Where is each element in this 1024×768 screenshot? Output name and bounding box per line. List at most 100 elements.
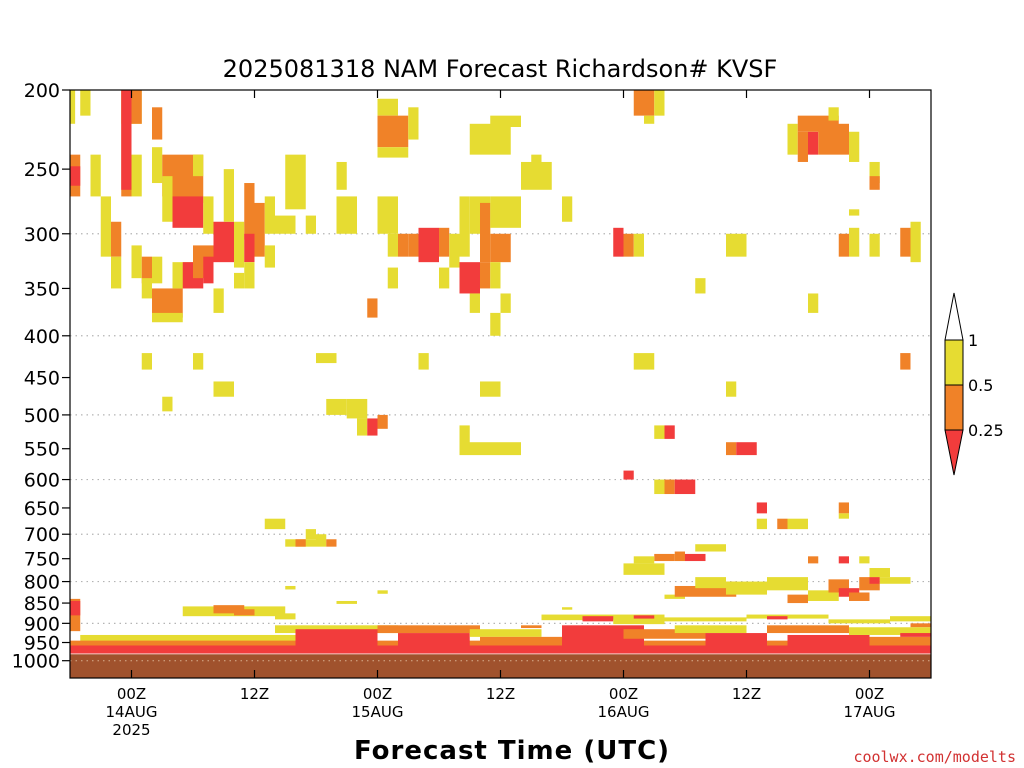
ri-cell-94 — [849, 209, 860, 216]
ri-cell-141 — [654, 553, 675, 562]
ri-cell-123 — [726, 442, 737, 456]
ri-cell-63 — [459, 262, 480, 294]
ri-cell-157 — [787, 594, 808, 604]
ri-cell-116 — [459, 425, 470, 446]
chart-title: 2025081318 NAM Forecast Richardson# KVSF — [223, 55, 778, 83]
ri-cell-18 — [152, 147, 163, 184]
ri-cell-149 — [859, 556, 870, 564]
y-tick-label-650: 650 — [24, 498, 60, 520]
ri-cell-177 — [582, 616, 614, 622]
y-tick-label-600: 600 — [24, 470, 60, 492]
ri-cell-4 — [90, 154, 101, 197]
ri-cell-127 — [664, 479, 675, 495]
ri-cell-204 — [900, 633, 931, 637]
ri-cell-43 — [285, 154, 306, 210]
ri-cell-39 — [254, 202, 265, 257]
ri-cell-164 — [879, 577, 911, 584]
ri-cell-49 — [377, 115, 409, 148]
x-tick-label: 12Z — [240, 685, 269, 703]
ri-cell-174 — [377, 590, 388, 594]
ri-cell-87 — [808, 131, 819, 155]
x-tick-label: 14AUG — [106, 703, 158, 721]
ri-cell-50 — [377, 147, 409, 158]
ri-cell-104 — [141, 353, 152, 370]
ri-cell-182 — [767, 616, 788, 620]
ri-cell-154 — [695, 577, 726, 589]
ri-cell-53 — [387, 233, 398, 257]
ri-cell-190 — [295, 629, 378, 646]
ri-cell-172 — [285, 585, 296, 590]
ri-cell-128 — [674, 479, 696, 495]
x-tick-label: 00Z — [363, 685, 392, 703]
ri-cell-91 — [849, 131, 860, 162]
ri-cell-6 — [111, 221, 122, 257]
ri-cell-113 — [377, 414, 388, 429]
ri-cell-100 — [910, 221, 921, 263]
ri-cell-147 — [808, 556, 819, 564]
ri-cell-48 — [377, 98, 398, 116]
y-tick-label-1000: 1000 — [12, 651, 60, 673]
ri-cell-192 — [398, 633, 470, 647]
ri-cell-117 — [459, 442, 521, 456]
ri-cell-24 — [172, 196, 204, 228]
ri-cell-183 — [828, 619, 890, 624]
ri-cell-197 — [623, 629, 706, 639]
ri-cell-21 — [152, 288, 183, 318]
ri-cell-14 — [141, 256, 152, 284]
y-tick-label-450: 450 — [24, 368, 60, 390]
ri-cell-38 — [244, 262, 255, 289]
color-legend: 0.25 0.5 1 — [944, 292, 1004, 476]
ri-cell-148 — [838, 556, 849, 564]
ri-cell-155 — [726, 581, 767, 595]
y-tick-label-850: 850 — [24, 593, 60, 615]
ri-cell-139 — [838, 502, 849, 514]
ri-cell-200 — [767, 625, 849, 634]
ri-cell-61 — [459, 196, 470, 257]
ri-cell-80 — [633, 90, 655, 116]
ri-cell-201 — [787, 634, 870, 646]
ri-cell-203 — [869, 636, 931, 646]
ri-cell-15 — [141, 278, 152, 299]
ri-cell-131 — [295, 539, 306, 547]
ri-cell-134 — [326, 539, 337, 547]
y-tick-label-200: 200 — [24, 80, 60, 102]
ri-cell-126 — [654, 479, 665, 495]
ri-cell-66 — [480, 202, 491, 263]
ri-cell-77 — [613, 227, 624, 257]
credit-text: coolwx.com/modelts — [853, 748, 1016, 766]
legend-label: 0.5 — [968, 376, 993, 395]
ri-cell-22 — [152, 312, 183, 323]
ri-cell-162 — [869, 577, 880, 584]
ri-cell-96 — [869, 233, 880, 257]
ri-cell-160 — [838, 588, 860, 597]
ri-cell-57 — [439, 227, 450, 257]
ri-cell-93 — [838, 233, 849, 257]
ri-cell-5 — [100, 196, 111, 257]
ri-cell-84 — [726, 233, 747, 257]
ri-cell-101 — [931, 140, 936, 155]
y-tick-label-550: 550 — [24, 439, 60, 461]
ri-cell-135 — [756, 502, 767, 514]
ri-cell-54 — [398, 233, 409, 257]
ri-cell-37 — [244, 233, 255, 263]
ri-cell-102 — [931, 169, 936, 196]
ri-cell-167 — [213, 605, 245, 614]
ri-cell-106 — [213, 381, 234, 397]
ri-cell-120 — [900, 353, 911, 370]
ri-cell-70 — [490, 312, 501, 336]
legend-bottom-triangle — [944, 429, 964, 476]
x-tick-label: 00Z — [609, 685, 638, 703]
y-tick-label-700: 700 — [24, 524, 60, 546]
ri-cell-11 — [131, 90, 142, 124]
ri-cell-30 — [203, 196, 214, 234]
ri-cell-52 — [377, 196, 398, 234]
ri-cell-193 — [469, 629, 542, 637]
ri-cell-178 — [613, 619, 665, 625]
ri-cell-144 — [695, 544, 726, 552]
ri-cell-71 — [469, 123, 511, 155]
ri-cell-150 — [931, 556, 936, 563]
ground-fill — [70, 654, 931, 678]
ri-cell-132 — [305, 529, 316, 540]
ri-cell-125 — [623, 470, 634, 480]
